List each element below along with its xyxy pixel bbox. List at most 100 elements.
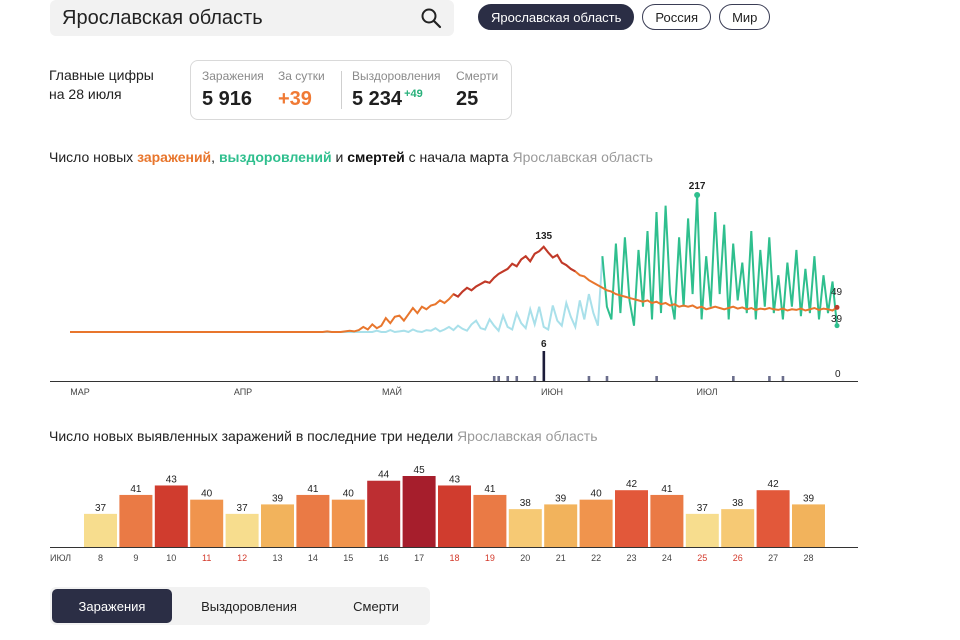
daily-bar-value: 41	[130, 484, 142, 495]
region-chips: Ярославская область Россия Мир	[478, 4, 771, 30]
region-search[interactable]: Ярославская область	[50, 0, 454, 36]
daily-bar-day: 27	[768, 553, 778, 563]
daily-bar	[190, 499, 224, 547]
death-bar	[497, 376, 501, 381]
daily-bar-day: 11	[202, 553, 211, 563]
daily-bar	[367, 480, 401, 547]
chip-world[interactable]: Мир	[719, 4, 771, 30]
bars-title-region: Ярославская область	[457, 428, 598, 444]
daily-bar-day: 8	[98, 553, 103, 563]
stat-daily: За сутки +39	[278, 69, 325, 111]
daily-bar-day: 18	[449, 553, 459, 563]
death-bar	[655, 376, 658, 381]
bars-chart-title: Число новых выявленных заражений в после…	[49, 428, 598, 444]
stat-daily-value: +39	[278, 88, 312, 110]
trend-month-label: МАЙ	[382, 386, 402, 397]
daily-bar-value: 44	[378, 470, 390, 481]
trend-title-prefix: Число новых	[49, 149, 138, 165]
daily-bar	[508, 509, 542, 547]
summary-label-line2: на 28 июля	[49, 86, 122, 102]
infections-end-dot	[834, 304, 840, 310]
trend-chart: 135 217 49 39 6 0 МАР АПР МАЙ ИЮН ИЮЛ	[50, 181, 858, 397]
daily-bar	[84, 513, 117, 547]
daily-bar-value: 42	[768, 479, 780, 490]
death-bar	[542, 351, 546, 381]
trend-month-label: ИЮН	[541, 387, 563, 397]
stat-deaths-label: Смерти	[456, 69, 499, 83]
tab-deaths[interactable]: Смерти	[353, 598, 399, 614]
summary-box: Заражения 5 916 За сутки +39 Выздоровлен…	[190, 60, 512, 120]
daily-bar	[756, 490, 790, 547]
daily-bar-value: 39	[803, 493, 815, 504]
daily-bar-value: 37	[697, 503, 709, 514]
daily-bar-value: 43	[166, 474, 178, 485]
bars-chart: ИЮЛ 37 8 41 9 43 10 40 11 37 12 39 13 41 14 40 15 44 16 45 1…	[50, 465, 858, 563]
recoveries-end-label: 49	[831, 287, 843, 298]
stat-recovered-value: 5 234	[352, 88, 403, 110]
daily-bar-day: 10	[166, 553, 176, 563]
daily-bar-value: 38	[732, 498, 744, 509]
chip-yaroslavl[interactable]: Ярославская область	[478, 4, 635, 30]
search-icon[interactable]	[420, 7, 442, 29]
infections-peak-label: 135	[535, 231, 552, 242]
summary-divider	[341, 71, 342, 109]
trend-title-deaths: смертей	[347, 149, 405, 165]
daily-bar-value: 38	[520, 498, 532, 509]
recoveries-line	[601, 194, 838, 326]
daily-bar-value: 40	[591, 489, 603, 500]
daily-bar-day: 21	[556, 553, 566, 563]
daily-bar-day: 22	[591, 553, 601, 563]
daily-bar-day: 25	[697, 553, 707, 563]
summary-label: Главные цифры на 28 июля	[49, 66, 154, 104]
recoveries-peak-dot	[694, 192, 701, 198]
tab-infections[interactable]: Заражения	[52, 589, 172, 623]
death-bar	[768, 376, 771, 381]
trend-title-recoveries: выздоровлений	[218, 149, 332, 165]
daily-bar-day: 26	[733, 553, 743, 563]
daily-bar-day: 17	[414, 553, 424, 563]
daily-bar	[261, 504, 294, 547]
daily-bar	[402, 476, 436, 547]
stat-daily-label: За сутки	[278, 69, 325, 83]
death-bar	[587, 376, 591, 381]
daily-bar-day: 9	[133, 553, 138, 563]
death-bar	[515, 376, 519, 381]
daily-bar-value: 40	[201, 489, 213, 500]
trend-title-infections: заражений	[137, 149, 212, 165]
daily-bar	[119, 494, 153, 547]
daily-bar	[685, 513, 719, 547]
daily-bar-day: 13	[272, 553, 282, 563]
daily-bar	[331, 499, 365, 547]
daily-bar	[721, 509, 755, 547]
infections-end-label: 39	[831, 314, 843, 325]
trend-title-region: Ярославская область	[512, 149, 653, 165]
trend-title-suffix: с начала марта	[404, 149, 509, 165]
daily-bar-day: 23	[626, 553, 636, 563]
daily-bar	[792, 504, 825, 547]
daily-bar	[473, 494, 507, 547]
daily-bar	[615, 490, 648, 547]
tab-recoveries[interactable]: Выздоровления	[201, 598, 297, 614]
daily-bar-day: 20	[520, 553, 530, 563]
daily-bar	[154, 485, 188, 547]
daily-bar	[296, 494, 330, 547]
stat-recovered-label: Выздоровления	[352, 69, 441, 83]
infections-peak-line	[453, 245, 576, 298]
death-bar	[732, 376, 735, 381]
stat-infected-value: 5 916	[202, 88, 253, 110]
death-bar	[506, 376, 510, 381]
stat-infected-label: Заражения	[202, 69, 264, 83]
search-input[interactable]: Ярославская область	[62, 6, 263, 29]
stat-recovered: Выздоровления 5 234 +49	[352, 69, 441, 111]
recoveries-peak-label: 217	[689, 181, 706, 192]
chip-russia[interactable]: Россия	[642, 4, 712, 30]
daily-bar	[225, 513, 259, 547]
daily-bar-value: 45	[414, 465, 426, 476]
stat-recovered-line: 5 234 +49	[352, 88, 441, 111]
stat-recovered-delta: +49	[404, 88, 423, 101]
trend-month-label: МАР	[70, 387, 90, 397]
trend-month-label: ИЮЛ	[696, 387, 717, 397]
trend-title-sep1: ,	[211, 149, 219, 165]
daily-bar-value: 41	[661, 484, 673, 495]
daily-bar	[579, 499, 613, 547]
